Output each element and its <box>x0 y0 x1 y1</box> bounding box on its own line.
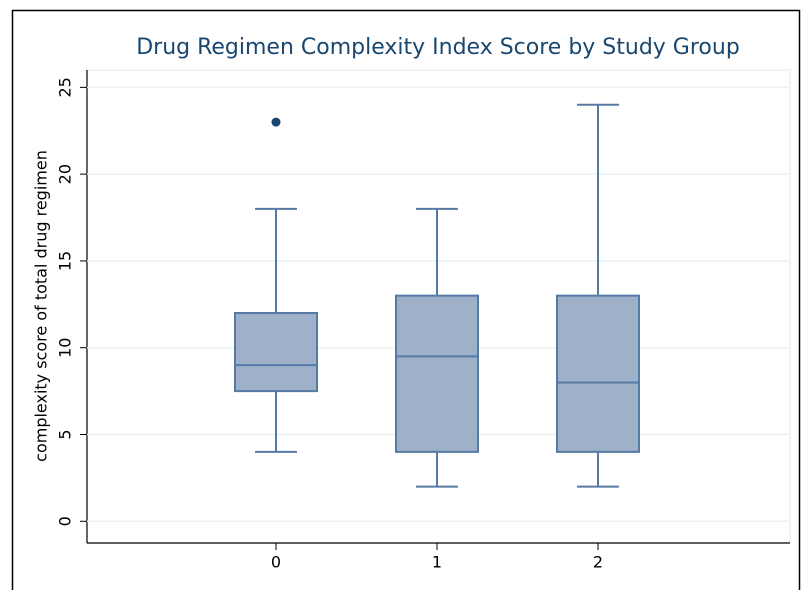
y-tick-label: 5 <box>56 429 75 439</box>
chart-title: Drug Regimen Complexity Index Score by S… <box>136 35 740 60</box>
y-tick-label: 0 <box>56 516 75 526</box>
box <box>234 312 318 393</box>
y-tick-label: 20 <box>56 164 75 184</box>
outlier <box>271 117 281 127</box>
x-tick-label: 1 <box>432 553 442 572</box>
box <box>395 294 479 453</box>
box <box>556 294 640 453</box>
x-tick-label: 2 <box>593 553 603 572</box>
y-tick-label: 25 <box>56 77 75 97</box>
y-tick-label: 15 <box>56 251 75 271</box>
y-axis-label: complexity score of total drug regimen <box>32 150 51 462</box>
y-tick-label: 10 <box>56 338 75 358</box>
x-tick-label: 0 <box>271 553 281 572</box>
